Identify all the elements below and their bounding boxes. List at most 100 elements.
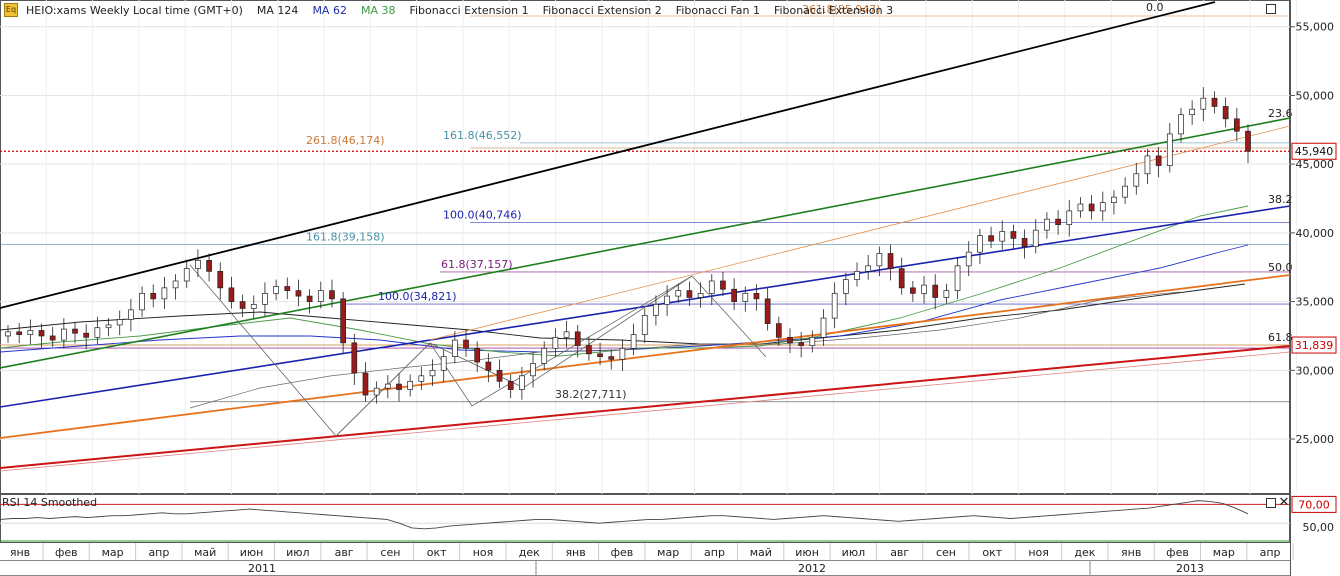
symbol-selector[interactable]: HEIO:xams Weekly Local time (GMT+0) <box>26 3 243 17</box>
candle-body <box>507 380 514 390</box>
candle-body <box>764 298 771 324</box>
candle-body <box>664 295 670 305</box>
candle-body <box>1144 155 1151 175</box>
month-label: ноя <box>1028 546 1049 559</box>
candle-body <box>1155 155 1162 166</box>
candle-body <box>798 342 805 346</box>
candle-body <box>842 279 849 294</box>
candle-body <box>485 361 492 371</box>
candle-body <box>1010 231 1017 239</box>
candle-body <box>943 290 950 298</box>
month-label: фев <box>611 546 634 559</box>
main-panel-border <box>0 0 1290 494</box>
candle-body <box>731 288 737 302</box>
fibonacci-extension-3[interactable]: Fibonacci Extension 3 <box>773 3 894 17</box>
candle-body <box>876 253 883 267</box>
fibonacci-level-label: 100.0(40,746) <box>443 209 522 222</box>
symbol-icon[interactable]: Eq <box>4 3 18 17</box>
candle-body <box>340 298 346 344</box>
candle-body <box>139 293 145 311</box>
y-tick-label: 25,000 <box>1296 433 1335 446</box>
chart-toolbar: HEIO:xams Weekly Local time (GMT+0) MA 1… <box>0 0 1290 20</box>
fibonacci-extension-1[interactable]: Fibonacci Extension 1 <box>409 3 529 17</box>
fan-line <box>0 205 1291 408</box>
candle-body <box>1166 133 1173 166</box>
candle-body <box>429 369 436 377</box>
current-price-box <box>1291 142 1337 160</box>
trend-line <box>189 291 1181 409</box>
indicator-ma62[interactable]: MA 62 <box>312 3 347 17</box>
month-label: мар <box>1213 546 1235 559</box>
fan-line <box>0 274 1291 439</box>
candle-body <box>1032 229 1039 247</box>
candle-body <box>407 380 414 390</box>
month-label: янв <box>1121 546 1141 559</box>
rsi-tick-label: 50,00 <box>1303 521 1335 534</box>
fibonacci-level-label: 38.2(27,711) <box>555 388 627 401</box>
candle-body <box>1245 130 1251 152</box>
maximize-chart-button[interactable] <box>1266 4 1276 14</box>
candle-body <box>910 287 916 294</box>
fan-level-label: 38.2 <box>1268 193 1293 206</box>
candle-body <box>83 332 90 338</box>
candle-body <box>597 353 603 357</box>
candle-body <box>742 293 749 302</box>
candle-body <box>161 287 168 300</box>
maximize-rsi-button[interactable] <box>1266 498 1276 508</box>
candle-body <box>552 336 559 349</box>
swing-line <box>335 342 431 437</box>
candle-body <box>250 303 257 309</box>
fibonacci-extension-2[interactable]: Fibonacci Extension 2 <box>542 3 662 17</box>
candle-body <box>854 271 860 280</box>
candle-body <box>1111 196 1117 203</box>
candle-body <box>1066 210 1073 225</box>
candle-body <box>608 356 615 360</box>
month-label: дек <box>1074 546 1095 559</box>
year-label: 2012 <box>798 562 826 575</box>
candle-body <box>831 293 838 319</box>
candle-body <box>463 339 469 349</box>
candle-body <box>1200 97 1207 110</box>
fibonacci-level-label: 161.8(46,552) <box>443 129 522 142</box>
month-label: мар <box>102 546 124 559</box>
fibonacci-top-label: 361.8(55,947) <box>802 3 881 16</box>
indicator-ma124[interactable]: MA 124 <box>256 3 299 17</box>
candle-body <box>172 280 179 289</box>
candle-body <box>1189 108 1195 116</box>
candle-body <box>708 280 715 294</box>
candle-body <box>809 336 816 346</box>
candle-body <box>574 331 581 346</box>
candle-body <box>217 271 224 289</box>
month-label: окт <box>427 546 447 559</box>
rsi-panel-border <box>0 494 1290 543</box>
month-label: июн <box>240 546 264 559</box>
fan-line <box>0 345 1291 469</box>
rsi-indicator-label[interactable]: RSI 14 Smoothed <box>2 496 98 509</box>
month-label: май <box>194 546 216 559</box>
candle-body <box>105 324 112 329</box>
candle-body <box>396 383 402 390</box>
indicator-ma38[interactable]: MA 38 <box>360 3 396 17</box>
candle-body <box>653 303 659 316</box>
close-rsi-icon[interactable]: ✕ <box>1278 495 1290 510</box>
month-label: янв <box>10 546 30 559</box>
candle-body <box>686 290 693 298</box>
year-label: 2013 <box>1176 562 1204 575</box>
candle-body <box>16 331 23 335</box>
candle-body <box>418 375 425 382</box>
fibonacci-level-label: 100.0(34,821) <box>378 290 457 303</box>
y-tick-label: 55,000 <box>1296 21 1335 34</box>
fan-level-label: 61.8 <box>1268 331 1293 344</box>
month-label: июн <box>795 546 819 559</box>
candle-body <box>753 293 760 300</box>
month-label: авг <box>335 546 354 559</box>
fan-line <box>0 1 1216 309</box>
swing-line <box>189 264 767 437</box>
candle-body <box>977 235 983 253</box>
fibonacci-fan-1[interactable]: Fibonacci Fan 1 <box>675 3 760 17</box>
candle-body <box>1088 203 1095 212</box>
candle-body <box>49 335 56 341</box>
fibonacci-level-label: 161.8(39,158) <box>306 230 385 243</box>
candle-body <box>27 330 34 335</box>
candle-body <box>384 383 391 389</box>
